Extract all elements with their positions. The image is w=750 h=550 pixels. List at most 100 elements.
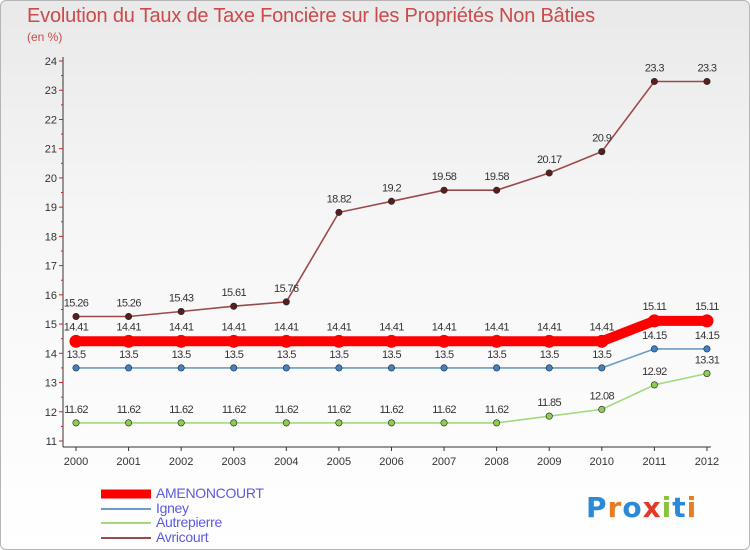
data-label-autrepierre: 11.62 (169, 404, 193, 416)
logo-letter: o (622, 491, 643, 524)
data-label-autrepierre: 11.62 (117, 404, 141, 416)
data-point-amenoncourt (69, 334, 83, 348)
data-point-amenoncourt (595, 334, 609, 348)
data-point-avricourt (440, 186, 448, 194)
data-label-amenoncourt: 14.41 (590, 321, 615, 333)
x-tick-label: 2001 (116, 456, 140, 468)
data-label-igney: 13.5 (66, 349, 85, 361)
data-label-igney: 13.5 (540, 349, 559, 361)
data-label-igney: 13.5 (172, 349, 191, 361)
data-point-avricourt (598, 148, 606, 156)
y-tick-label: 24 (45, 56, 57, 68)
legend-swatch (101, 507, 151, 510)
x-tick-label: 2002 (169, 456, 193, 468)
data-label-avricourt: 18.82 (327, 193, 352, 205)
data-point-autrepierre (125, 419, 133, 427)
x-tick-label: 2000 (64, 456, 88, 468)
data-label-autrepierre: 11.62 (64, 404, 88, 416)
data-label-amenoncourt: 14.41 (537, 321, 562, 333)
data-point-avricourt (545, 169, 553, 177)
data-label-avricourt: 15.61 (221, 287, 246, 299)
data-label-autrepierre: 11.62 (222, 404, 246, 416)
data-label-amenoncourt: 14.41 (327, 321, 352, 333)
y-tick-label: 16 (45, 290, 57, 302)
data-label-amenoncourt: 14.41 (169, 321, 194, 333)
data-point-amenoncourt (332, 334, 346, 348)
data-label-autrepierre: 12.08 (590, 390, 615, 402)
line-chart: 11 12 13 14 15 16 17 18 19 20 21 22 23 24 2000 2001 2002… (45, 56, 721, 468)
data-label-amenoncourt: 14.41 (221, 321, 246, 333)
data-point-autrepierre (72, 419, 80, 427)
data-point-autrepierre (545, 412, 553, 420)
y-tick-label: 21 (45, 144, 57, 156)
legend-label: AMENONCOURT (156, 485, 264, 501)
data-label-amenoncourt: 14.41 (274, 321, 299, 333)
y-tick-label: 12 (45, 407, 57, 419)
data-point-avricourt (282, 298, 290, 306)
data-point-igney (598, 364, 606, 372)
logo-letter: t (672, 491, 687, 524)
data-point-amenoncourt (122, 334, 136, 348)
data-point-avricourt (703, 77, 711, 85)
data-label-igney: 14.15 (695, 330, 720, 342)
data-label-igney: 13.5 (592, 349, 611, 361)
data-point-igney (72, 364, 80, 372)
data-point-igney (703, 345, 711, 353)
x-tick-label: 2010 (590, 456, 614, 468)
legend-label: Igney (156, 499, 189, 516)
data-point-amenoncourt (700, 314, 714, 328)
logo-letter: i (661, 491, 673, 524)
data-label-avricourt: 23.3 (645, 62, 664, 74)
data-point-amenoncourt (437, 334, 451, 348)
data-label-amenoncourt: 14.41 (379, 321, 404, 333)
x-tick-label: 2006 (379, 456, 403, 468)
data-point-autrepierre (282, 419, 290, 427)
data-point-igney (125, 364, 133, 372)
logo-letter: P (586, 491, 608, 524)
data-point-avricourt (72, 312, 80, 320)
y-tick-label: 19 (45, 202, 57, 214)
data-point-amenoncourt (490, 334, 504, 348)
data-label-avricourt: 19.2 (382, 182, 401, 194)
data-point-igney (335, 364, 343, 372)
x-tick-label: 2005 (327, 456, 351, 468)
legend-swatch (101, 522, 151, 525)
data-point-igney (177, 364, 185, 372)
x-tick-label: 2011 (643, 456, 667, 468)
data-label-igney: 13.5 (487, 349, 506, 361)
data-label-avricourt: 15.76 (274, 283, 299, 295)
data-point-igney (493, 364, 501, 372)
legend-swatch (101, 489, 151, 499)
data-point-igney (387, 364, 395, 372)
data-label-avricourt: 15.43 (169, 293, 194, 305)
y-tick-label: 11 (46, 436, 57, 448)
data-label-amenoncourt: 15.11 (643, 301, 667, 313)
data-label-amenoncourt: 14.41 (432, 321, 457, 333)
data-label-avricourt: 23.3 (697, 62, 716, 74)
data-label-igney: 13.5 (119, 349, 138, 361)
data-label-igney: 13.5 (382, 349, 401, 361)
data-point-amenoncourt (542, 334, 556, 348)
data-point-autrepierre (387, 419, 395, 427)
x-tick-label: 2007 (432, 456, 456, 468)
data-label-autrepierre: 11.62 (432, 404, 456, 416)
data-label-igney: 13.5 (277, 349, 296, 361)
data-label-avricourt: 15.26 (64, 297, 89, 309)
data-label-autrepierre: 11.62 (274, 404, 298, 416)
chart-subtitle: (en %) (27, 30, 63, 44)
data-label-autrepierre: 13.31 (695, 354, 720, 366)
chart-title: Evolution du Taux de Taxe Foncière sur l… (27, 5, 595, 27)
data-label-avricourt: 19.58 (432, 171, 457, 183)
y-tick-label: 18 (45, 231, 57, 243)
data-label-autrepierre: 11.85 (537, 397, 561, 409)
data-label-avricourt: 19.58 (484, 171, 509, 183)
y-tick-label: 13 (45, 378, 57, 390)
data-point-autrepierre (230, 419, 238, 427)
data-point-avricourt (493, 186, 501, 194)
data-label-autrepierre: 11.62 (485, 404, 509, 416)
data-label-amenoncourt: 14.41 (484, 321, 509, 333)
logo-letter: i (686, 491, 698, 524)
data-point-igney (282, 364, 290, 372)
data-point-amenoncourt (279, 334, 293, 348)
